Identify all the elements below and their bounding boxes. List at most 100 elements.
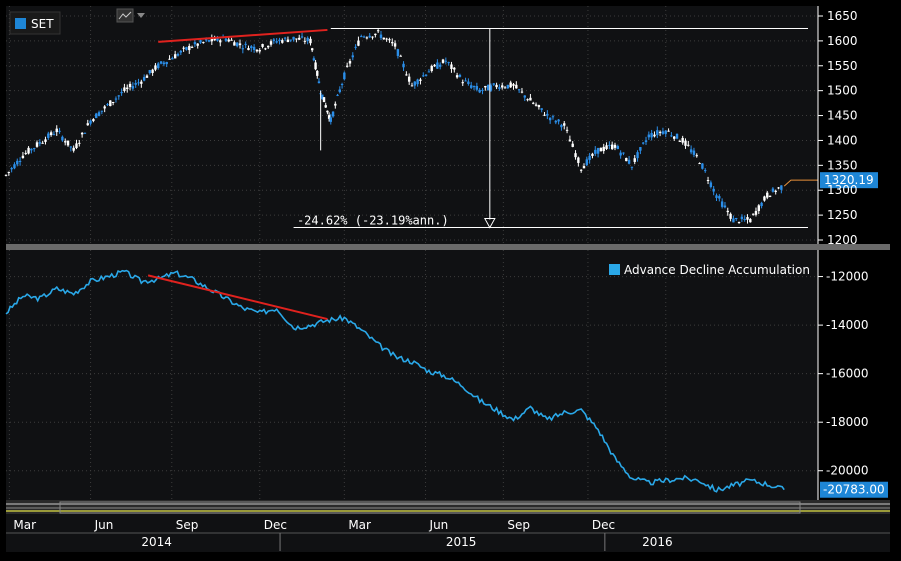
- candle-body: [148, 70, 151, 74]
- candle-body: [210, 37, 214, 42]
- candle-body: [106, 104, 109, 106]
- candle-body: [548, 117, 552, 121]
- candle-body: [286, 39, 290, 42]
- candle-body: [123, 87, 126, 91]
- candle-body: [97, 112, 101, 116]
- candle-body: [619, 152, 622, 156]
- candle-body: [512, 84, 515, 86]
- candle-body: [10, 168, 13, 170]
- candle-body: [771, 188, 775, 192]
- candle-body: [396, 49, 400, 56]
- candle-body: [599, 147, 603, 152]
- candle-body: [47, 133, 50, 138]
- indicator-trend-line: [147, 274, 328, 321]
- price-candles: [4, 28, 783, 224]
- candle-body: [735, 218, 738, 220]
- candle-body: [128, 83, 132, 88]
- candle-body: [86, 123, 89, 126]
- price-y-axis: 1650 1600 1550 1500 1450 1400 1350 1300 1250 1200: [817, 6, 858, 247]
- candle-body: [475, 86, 479, 90]
- candle-body: [238, 43, 242, 46]
- candle-body: [365, 37, 369, 39]
- candle-body: [458, 74, 462, 77]
- candle-body: [577, 157, 580, 163]
- candle-body: [338, 89, 342, 93]
- candle-body: [382, 37, 386, 40]
- candle-body: [602, 146, 605, 152]
- candle-body: [481, 89, 484, 91]
- candle-body: [726, 210, 729, 213]
- chevron-down-icon[interactable]: [137, 13, 145, 18]
- candle-body: [692, 150, 696, 155]
- candle-body: [52, 134, 56, 136]
- candle-body: [137, 82, 140, 84]
- candle-body: [292, 36, 295, 40]
- candle-body: [543, 114, 546, 116]
- candle-body: [763, 196, 766, 201]
- candle-body: [495, 84, 498, 88]
- candle-body: [709, 182, 713, 188]
- candle-body: [261, 44, 264, 47]
- candle-body: [269, 41, 273, 45]
- candle-body: [630, 166, 634, 168]
- price-tick-label: 1500: [827, 84, 858, 98]
- candle-body: [83, 132, 87, 134]
- candle-body: [151, 69, 154, 73]
- candle-body: [7, 171, 11, 173]
- timeline-scroller[interactable]: [6, 500, 890, 514]
- candle-body: [675, 133, 679, 139]
- candle-body: [126, 87, 129, 90]
- candle-body: [641, 142, 645, 144]
- last-price-tag: [820, 172, 878, 189]
- candle-body: [134, 82, 137, 85]
- price-tick-label: 1550: [827, 59, 858, 73]
- candle-body: [300, 36, 304, 38]
- candle-body: [182, 47, 185, 49]
- candle-body: [608, 144, 611, 146]
- candle-body: [757, 205, 760, 211]
- candle-body: [176, 53, 180, 56]
- candle-body: [565, 129, 569, 131]
- candle-body: [588, 155, 591, 161]
- price-panel: [6, 6, 818, 244]
- candle-body: [636, 152, 639, 159]
- candle-body: [140, 81, 143, 84]
- candle-body: [777, 187, 780, 189]
- advance-decline-line: [5, 269, 785, 493]
- candle-body: [162, 62, 166, 65]
- candle-body: [371, 36, 374, 38]
- candle-body: [405, 74, 408, 76]
- candle-body: [523, 95, 526, 98]
- price-tick-label: 1600: [827, 34, 858, 48]
- candle-body: [275, 41, 278, 43]
- series-legend[interactable]: SET: [9, 11, 61, 35]
- candle-body: [58, 130, 61, 132]
- candle-body: [695, 155, 698, 157]
- candle-body: [264, 48, 267, 50]
- candle-body: [179, 50, 183, 53]
- candle-body: [492, 83, 495, 85]
- indicator-tick-label: -20000: [826, 464, 869, 478]
- panel-separator[interactable]: [6, 244, 890, 250]
- chart-type-button[interactable]: [116, 8, 145, 23]
- candle-body: [258, 50, 261, 52]
- candle-body: [117, 95, 120, 97]
- candle-body: [706, 180, 710, 182]
- candle-body: [30, 148, 33, 151]
- candle-body: [591, 153, 594, 156]
- candle-body: [103, 106, 106, 109]
- candle-body: [427, 71, 431, 73]
- candle-body: [41, 142, 44, 144]
- candle-body: [345, 65, 349, 67]
- candle-body: [430, 65, 433, 71]
- candle-body: [557, 119, 560, 122]
- candle-body: [289, 39, 292, 41]
- candle-body: [605, 145, 608, 149]
- indicator-tick-label: -18000: [826, 415, 869, 429]
- candle-body: [410, 85, 414, 87]
- candle-body: [653, 134, 656, 137]
- indicator-legend: Advance Decline Accumulation: [609, 263, 810, 277]
- candle-body: [438, 64, 442, 67]
- month-label: Dec: [264, 518, 287, 532]
- candle-body: [281, 40, 284, 43]
